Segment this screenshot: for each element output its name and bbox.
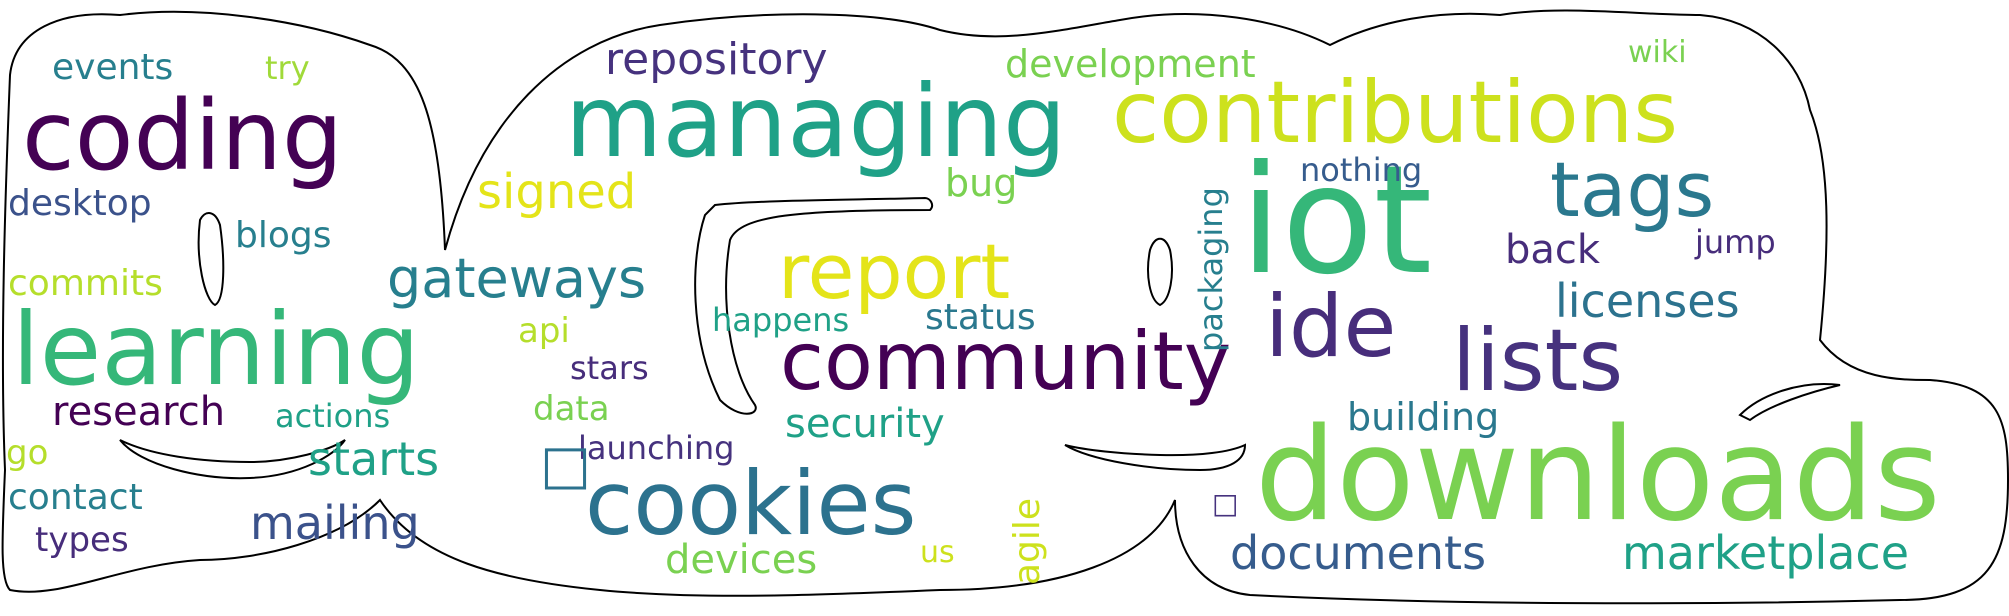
word-coding: coding [22,80,343,192]
missing-glyph-box-small: □ [1212,487,1239,520]
word-status: status [925,297,1036,338]
inner-notch-bottom-center [1064,443,1247,472]
word-managing: managing [565,63,1067,180]
word-jump: jump [1695,223,1776,261]
inner-notch-right [1738,383,1841,422]
inner-notch-bottom-left [119,439,346,480]
word-report: report [778,227,1011,316]
word-cookies: cookies [585,452,917,555]
word-bug: bug [945,161,1018,205]
word-nothing: nothing [1300,151,1423,189]
word-tags: tags [1550,145,1715,234]
word-wiki: wiki [1628,35,1687,70]
word-contact: contact [8,477,143,518]
word-stars: stars [570,349,649,387]
word-back: back [1505,227,1601,273]
word-actions: actions [275,397,391,435]
missing-glyph-box-large: □ [540,433,592,496]
word-launching: launching [578,429,735,467]
word-us: us [920,535,955,570]
word-gateways: gateways [387,247,647,310]
word-data: data [533,389,610,429]
word-lists: lists [1452,311,1624,411]
word-licenses: licenses [1555,274,1740,328]
word-development: development [1005,42,1256,86]
word-documents: documents [1230,526,1487,580]
word-api: api [518,311,570,351]
word-building: building [1347,395,1500,439]
word-agile: agile [1007,497,1048,585]
word-blogs: blogs [235,215,332,256]
word-ide: ide [1265,277,1397,377]
word-learning: learning [12,291,420,408]
word-research: research [52,389,226,435]
word-devices: devices [665,537,818,583]
word-community: community [780,315,1232,408]
word-starts: starts [308,432,440,486]
word-downloads: downloads [1255,401,1941,550]
word-iot: iot [1240,134,1433,308]
word-commits: commits [8,263,163,304]
word-go: go [6,433,49,473]
word-events: events [52,47,174,88]
word-signed: signed [477,164,637,220]
inner-hole-right [1147,237,1173,307]
word-try: try [265,49,310,87]
word-security: security [785,401,945,447]
word-happens: happens [712,301,850,339]
word-mailing: mailing [250,496,420,550]
word-desktop: desktop [8,183,152,224]
word-repository: repository [605,34,828,85]
outer-outline [1,9,2009,605]
word-packaging: packaging [1192,187,1230,352]
inner-hole-left [197,212,225,307]
word-marketplace: marketplace [1622,526,1910,580]
inner-hole-center [694,196,934,415]
word-types: types [35,520,129,560]
word-contributions: contributions [1112,63,1679,163]
